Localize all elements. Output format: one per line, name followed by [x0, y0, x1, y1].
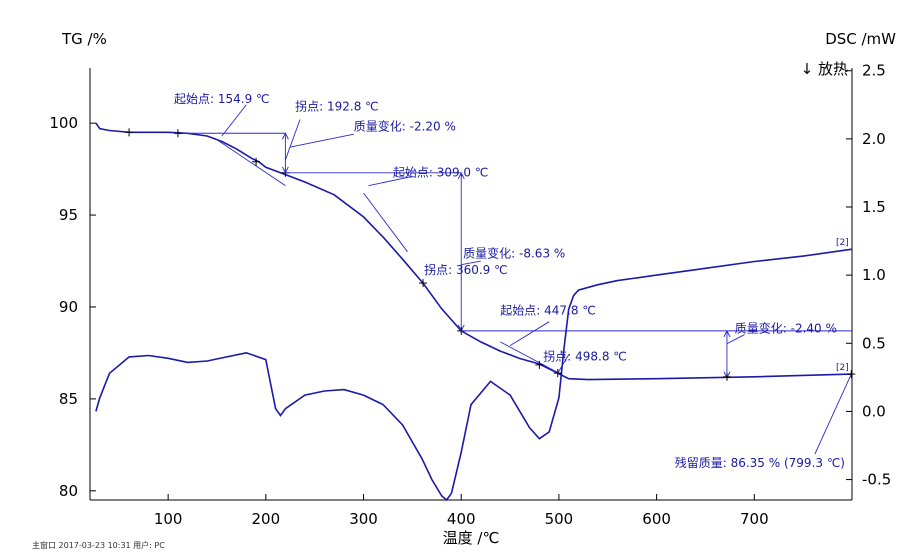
x-tick-label: 700: [740, 510, 769, 528]
onset1-label: 起始点: 154.9 ℃: [174, 92, 270, 106]
x-tick-label: 100: [154, 510, 183, 528]
onset3-label: 起始点: 447.8 ℃: [500, 303, 596, 317]
exo-direction-label: ↓ 放热: [801, 60, 848, 78]
mass-change1-label: 质量变化: -2.20 %: [354, 119, 456, 134]
mass-change2-leader: [461, 260, 481, 266]
inflection3-leader: [557, 354, 570, 374]
inflection1-label: 拐点: 192.8 ℃: [295, 98, 379, 113]
mass-change1-leader: [290, 133, 354, 148]
mass-change3-leader: [726, 334, 745, 345]
y-left-tick-label: 80: [59, 482, 78, 500]
tg-curve: [95, 122, 853, 381]
left-axis-title: TG /%: [61, 30, 107, 48]
mass-change2-label: 质量变化: -8.63 %: [463, 245, 565, 260]
x-tick-label: 200: [252, 510, 281, 528]
mass-change1-arrow-head: [281, 132, 289, 140]
inflection1-leader: [284, 119, 301, 161]
y-right-tick-label: 2.5: [862, 62, 886, 80]
y-right-tick-label: 2.0: [862, 130, 886, 148]
onset2-leader: [368, 176, 413, 187]
y-left-tick-label: 85: [59, 390, 78, 408]
onset3-tangent: [500, 341, 560, 374]
y-right-tick-label: 0.0: [862, 402, 886, 420]
inflection2-label: 拐点: 360.9 ℃: [424, 262, 508, 277]
dsc-curve: [95, 248, 853, 502]
onset1-tangent: [216, 139, 286, 187]
x-tick-label: 300: [349, 510, 378, 528]
residual-leader: [814, 373, 852, 455]
onset2-label: 起始点: 309.0 ℃: [393, 165, 489, 179]
inflection3-label: 拐点: 498.8 ℃: [543, 348, 627, 363]
mass-change3-label: 质量变化: -2.40 %: [735, 321, 837, 336]
x-tick-label: 400: [447, 510, 476, 528]
y-right-tick-label: -0.5: [862, 471, 891, 489]
y-left-tick-label: 95: [59, 206, 78, 224]
onset1-leader: [221, 104, 247, 137]
footer-info: 主窗口 2017-03-23 10:31 用户: PC: [32, 540, 165, 550]
onset2-tangent: [363, 192, 408, 253]
onset3-leader: [509, 321, 550, 346]
y-right-tick-label: 1.5: [862, 198, 886, 216]
y-right-tick-label: 1.0: [862, 266, 886, 284]
x-tick-label: 600: [642, 510, 671, 528]
y-left-tick-label: 100: [49, 114, 78, 132]
y-left-tick-label: 90: [59, 298, 78, 316]
y-right-tick-label: 0.5: [862, 334, 886, 352]
x-axis-title: 温度 /℃: [443, 529, 500, 547]
mass-change3-arrow-head: [723, 329, 731, 338]
x-tick-label: 500: [545, 510, 574, 528]
series-end-tag: [2]: [836, 363, 849, 373]
series-end-tag: [2]: [836, 238, 849, 248]
residual-label: 残留质量: 86.35 % (799.3 ℃): [675, 456, 845, 470]
right-axis-title: DSC /mW: [825, 30, 896, 48]
mass-change2-arrow-head: [457, 171, 465, 179]
